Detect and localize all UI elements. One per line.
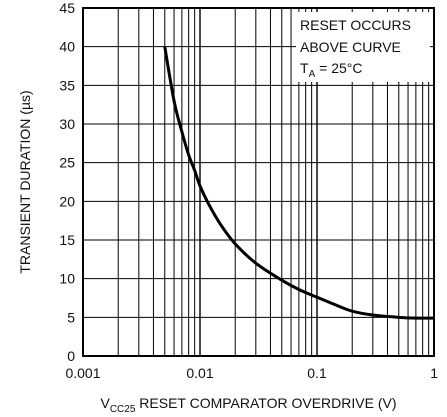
x-axis-label-subscript: CC25 (110, 404, 136, 415)
y-tick-label: 20 (59, 193, 75, 209)
x-tick-label: 1 (430, 365, 438, 381)
x-axis-label: VCC25 RESET COMPARATOR OVERDRIVE (V) (100, 395, 396, 415)
y-tick-label: 45 (59, 0, 75, 16)
y-tick-label: 35 (59, 77, 75, 93)
y-axis-label: TRANSIENT DURATION (µs) (17, 90, 33, 273)
y-tick-label: 25 (59, 155, 75, 171)
y-tick-label: 0 (67, 348, 75, 364)
y-tick-label: 5 (67, 309, 75, 325)
annotation-line-3-rest: = 25°C (315, 60, 362, 76)
annotation-line-2: ABOVE CURVE (300, 39, 401, 55)
x-tick-labels: 0.001 0.01 0.1 1 (65, 365, 438, 381)
x-axis-label-rest: RESET COMPARATOR OVERDRIVE (V) (135, 395, 396, 411)
x-tick-label: 0.001 (65, 365, 100, 381)
x-tick-label: 0.01 (186, 365, 213, 381)
plot-frame (82, 7, 435, 357)
annotation: RESET OCCURS ABOVE CURVE TA = 25°C (300, 17, 415, 80)
annotation-background (296, 12, 430, 82)
y-tick-label: 40 (59, 39, 75, 55)
y-tick-label: 10 (59, 271, 75, 287)
transient-duration-curve (163, 46, 435, 320)
y-tick-label: 30 (59, 116, 75, 132)
annotation-line-3: T (300, 60, 309, 76)
y-tick-labels: 0 5 10 15 20 25 30 35 40 45 (59, 0, 75, 364)
annotation-line-1: RESET OCCURS (300, 17, 411, 33)
x-tick-label: 0.1 (307, 365, 327, 381)
annotation-line-3-subscript: A (309, 69, 316, 80)
grid (82, 8, 434, 356)
x-axis-label-prefix: V (100, 395, 110, 411)
y-tick-label: 15 (59, 232, 75, 248)
